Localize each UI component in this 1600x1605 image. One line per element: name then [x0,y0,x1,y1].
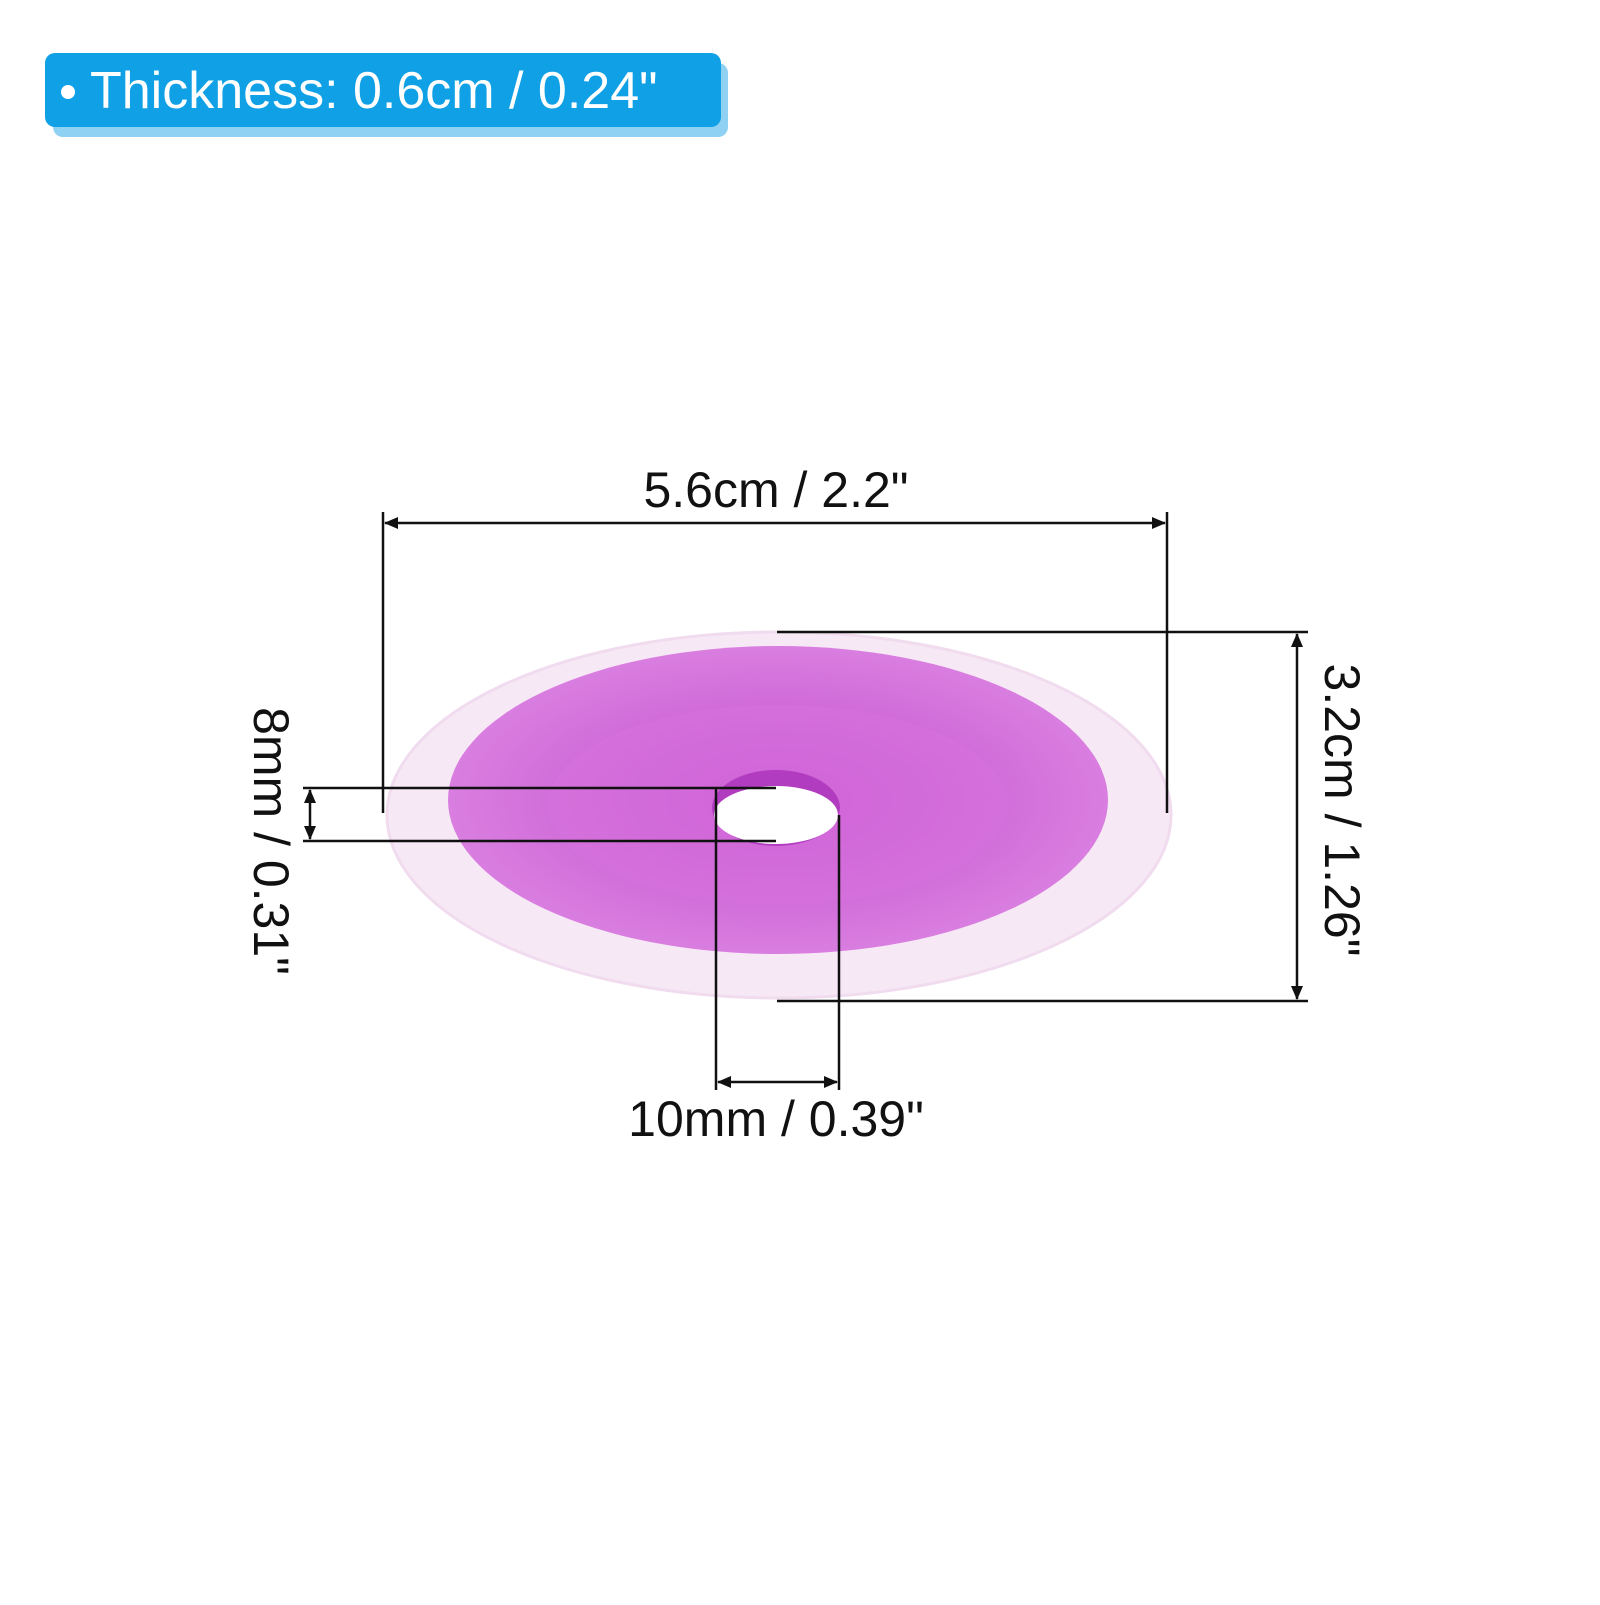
inner-height-label: 8mm / 0.31" [243,707,299,975]
height-label: 3.2cm / 1.26" [1314,664,1370,957]
width-label: 5.6cm / 2.2" [643,462,908,518]
hole-label: 10mm / 0.39" [628,1091,924,1147]
badge-bullet [61,85,75,99]
hole [714,786,838,844]
badge-text: Thickness: 0.6cm / 0.24" [90,62,658,120]
badge [45,53,721,127]
